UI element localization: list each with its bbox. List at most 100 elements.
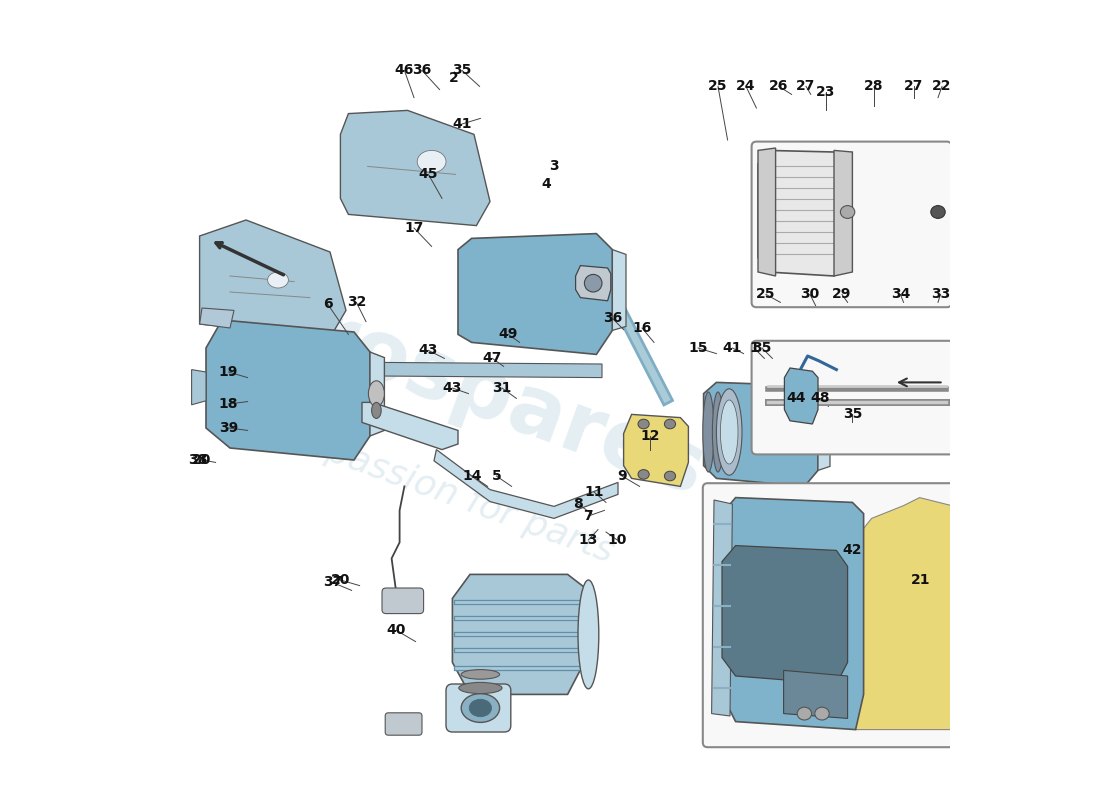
Text: 35: 35 — [452, 63, 472, 78]
Polygon shape — [784, 368, 818, 424]
Text: 12: 12 — [640, 429, 660, 443]
FancyBboxPatch shape — [446, 684, 510, 732]
Polygon shape — [191, 370, 206, 405]
Polygon shape — [712, 500, 733, 716]
Text: 1: 1 — [749, 341, 759, 355]
Text: 49: 49 — [498, 327, 518, 342]
Ellipse shape — [638, 419, 649, 429]
Text: 20: 20 — [192, 453, 211, 467]
Text: 40: 40 — [387, 623, 406, 638]
Text: 8: 8 — [573, 497, 583, 511]
Text: 3: 3 — [549, 159, 559, 174]
Polygon shape — [818, 398, 830, 470]
Text: 11: 11 — [584, 485, 604, 499]
Polygon shape — [834, 150, 852, 276]
Polygon shape — [362, 402, 458, 450]
Text: 14: 14 — [463, 469, 482, 483]
Text: 27: 27 — [796, 79, 816, 94]
Text: 38: 38 — [188, 453, 208, 467]
Text: 23: 23 — [816, 85, 836, 99]
Polygon shape — [199, 220, 346, 338]
Ellipse shape — [417, 150, 446, 173]
Text: 39: 39 — [219, 421, 238, 435]
Ellipse shape — [461, 694, 499, 722]
Text: 18: 18 — [219, 397, 238, 411]
Ellipse shape — [459, 682, 502, 694]
Text: 25: 25 — [708, 79, 728, 94]
Text: 24: 24 — [736, 79, 756, 94]
Polygon shape — [613, 250, 626, 330]
Ellipse shape — [720, 400, 738, 464]
Text: 46: 46 — [395, 63, 414, 78]
Text: 21: 21 — [911, 573, 931, 587]
Text: 36: 36 — [412, 63, 431, 78]
Text: 35: 35 — [752, 341, 772, 355]
Polygon shape — [434, 450, 618, 518]
Ellipse shape — [931, 206, 945, 218]
Polygon shape — [848, 498, 952, 730]
Text: 28: 28 — [865, 79, 883, 94]
Ellipse shape — [840, 206, 855, 218]
FancyBboxPatch shape — [751, 341, 955, 454]
Text: 13: 13 — [579, 533, 598, 547]
Text: 35: 35 — [843, 407, 862, 422]
Ellipse shape — [267, 272, 288, 288]
Text: 17: 17 — [405, 221, 424, 235]
Text: 37: 37 — [322, 575, 342, 590]
Text: 29: 29 — [833, 287, 851, 302]
Polygon shape — [340, 110, 490, 226]
Text: 15: 15 — [689, 341, 707, 355]
Ellipse shape — [584, 274, 602, 292]
FancyBboxPatch shape — [385, 713, 422, 735]
Text: 7: 7 — [584, 509, 593, 523]
Polygon shape — [722, 498, 864, 730]
Text: 19: 19 — [219, 365, 238, 379]
Polygon shape — [370, 352, 384, 436]
Polygon shape — [378, 362, 602, 378]
Ellipse shape — [578, 580, 598, 689]
Polygon shape — [722, 546, 848, 684]
Polygon shape — [458, 234, 613, 354]
Text: 43: 43 — [442, 381, 462, 395]
Text: 41: 41 — [723, 341, 743, 355]
Ellipse shape — [703, 392, 714, 472]
Text: 5: 5 — [492, 469, 502, 483]
Ellipse shape — [638, 470, 649, 479]
Text: 30: 30 — [801, 287, 820, 302]
Ellipse shape — [664, 471, 675, 481]
Text: 36: 36 — [603, 311, 622, 326]
Ellipse shape — [815, 707, 829, 720]
Text: 42: 42 — [843, 543, 862, 558]
Text: 48: 48 — [811, 391, 830, 406]
Text: 26: 26 — [769, 79, 789, 94]
Text: 47: 47 — [483, 351, 502, 366]
Ellipse shape — [798, 707, 812, 720]
Text: 9: 9 — [617, 469, 627, 483]
Text: 32: 32 — [346, 295, 366, 310]
Ellipse shape — [461, 670, 499, 679]
Polygon shape — [624, 414, 689, 486]
Polygon shape — [206, 320, 370, 460]
Ellipse shape — [713, 392, 724, 472]
Polygon shape — [758, 148, 776, 276]
Text: 31: 31 — [493, 381, 512, 395]
Text: 20: 20 — [331, 573, 350, 587]
Text: eurospares: eurospares — [192, 256, 716, 512]
Text: 4: 4 — [541, 177, 551, 191]
Text: 2: 2 — [449, 71, 459, 86]
Text: 33: 33 — [931, 287, 950, 302]
Text: 43: 43 — [419, 343, 438, 358]
Text: 25: 25 — [757, 287, 776, 302]
Polygon shape — [758, 150, 848, 276]
FancyBboxPatch shape — [382, 588, 424, 614]
Polygon shape — [199, 308, 234, 328]
Text: 34: 34 — [891, 287, 910, 302]
Ellipse shape — [716, 389, 742, 475]
Polygon shape — [452, 574, 588, 694]
Polygon shape — [783, 670, 848, 718]
Text: 6: 6 — [322, 297, 332, 311]
Text: 41: 41 — [452, 117, 472, 131]
Ellipse shape — [664, 419, 675, 429]
Text: 45: 45 — [419, 167, 438, 182]
Text: 44: 44 — [786, 391, 806, 406]
